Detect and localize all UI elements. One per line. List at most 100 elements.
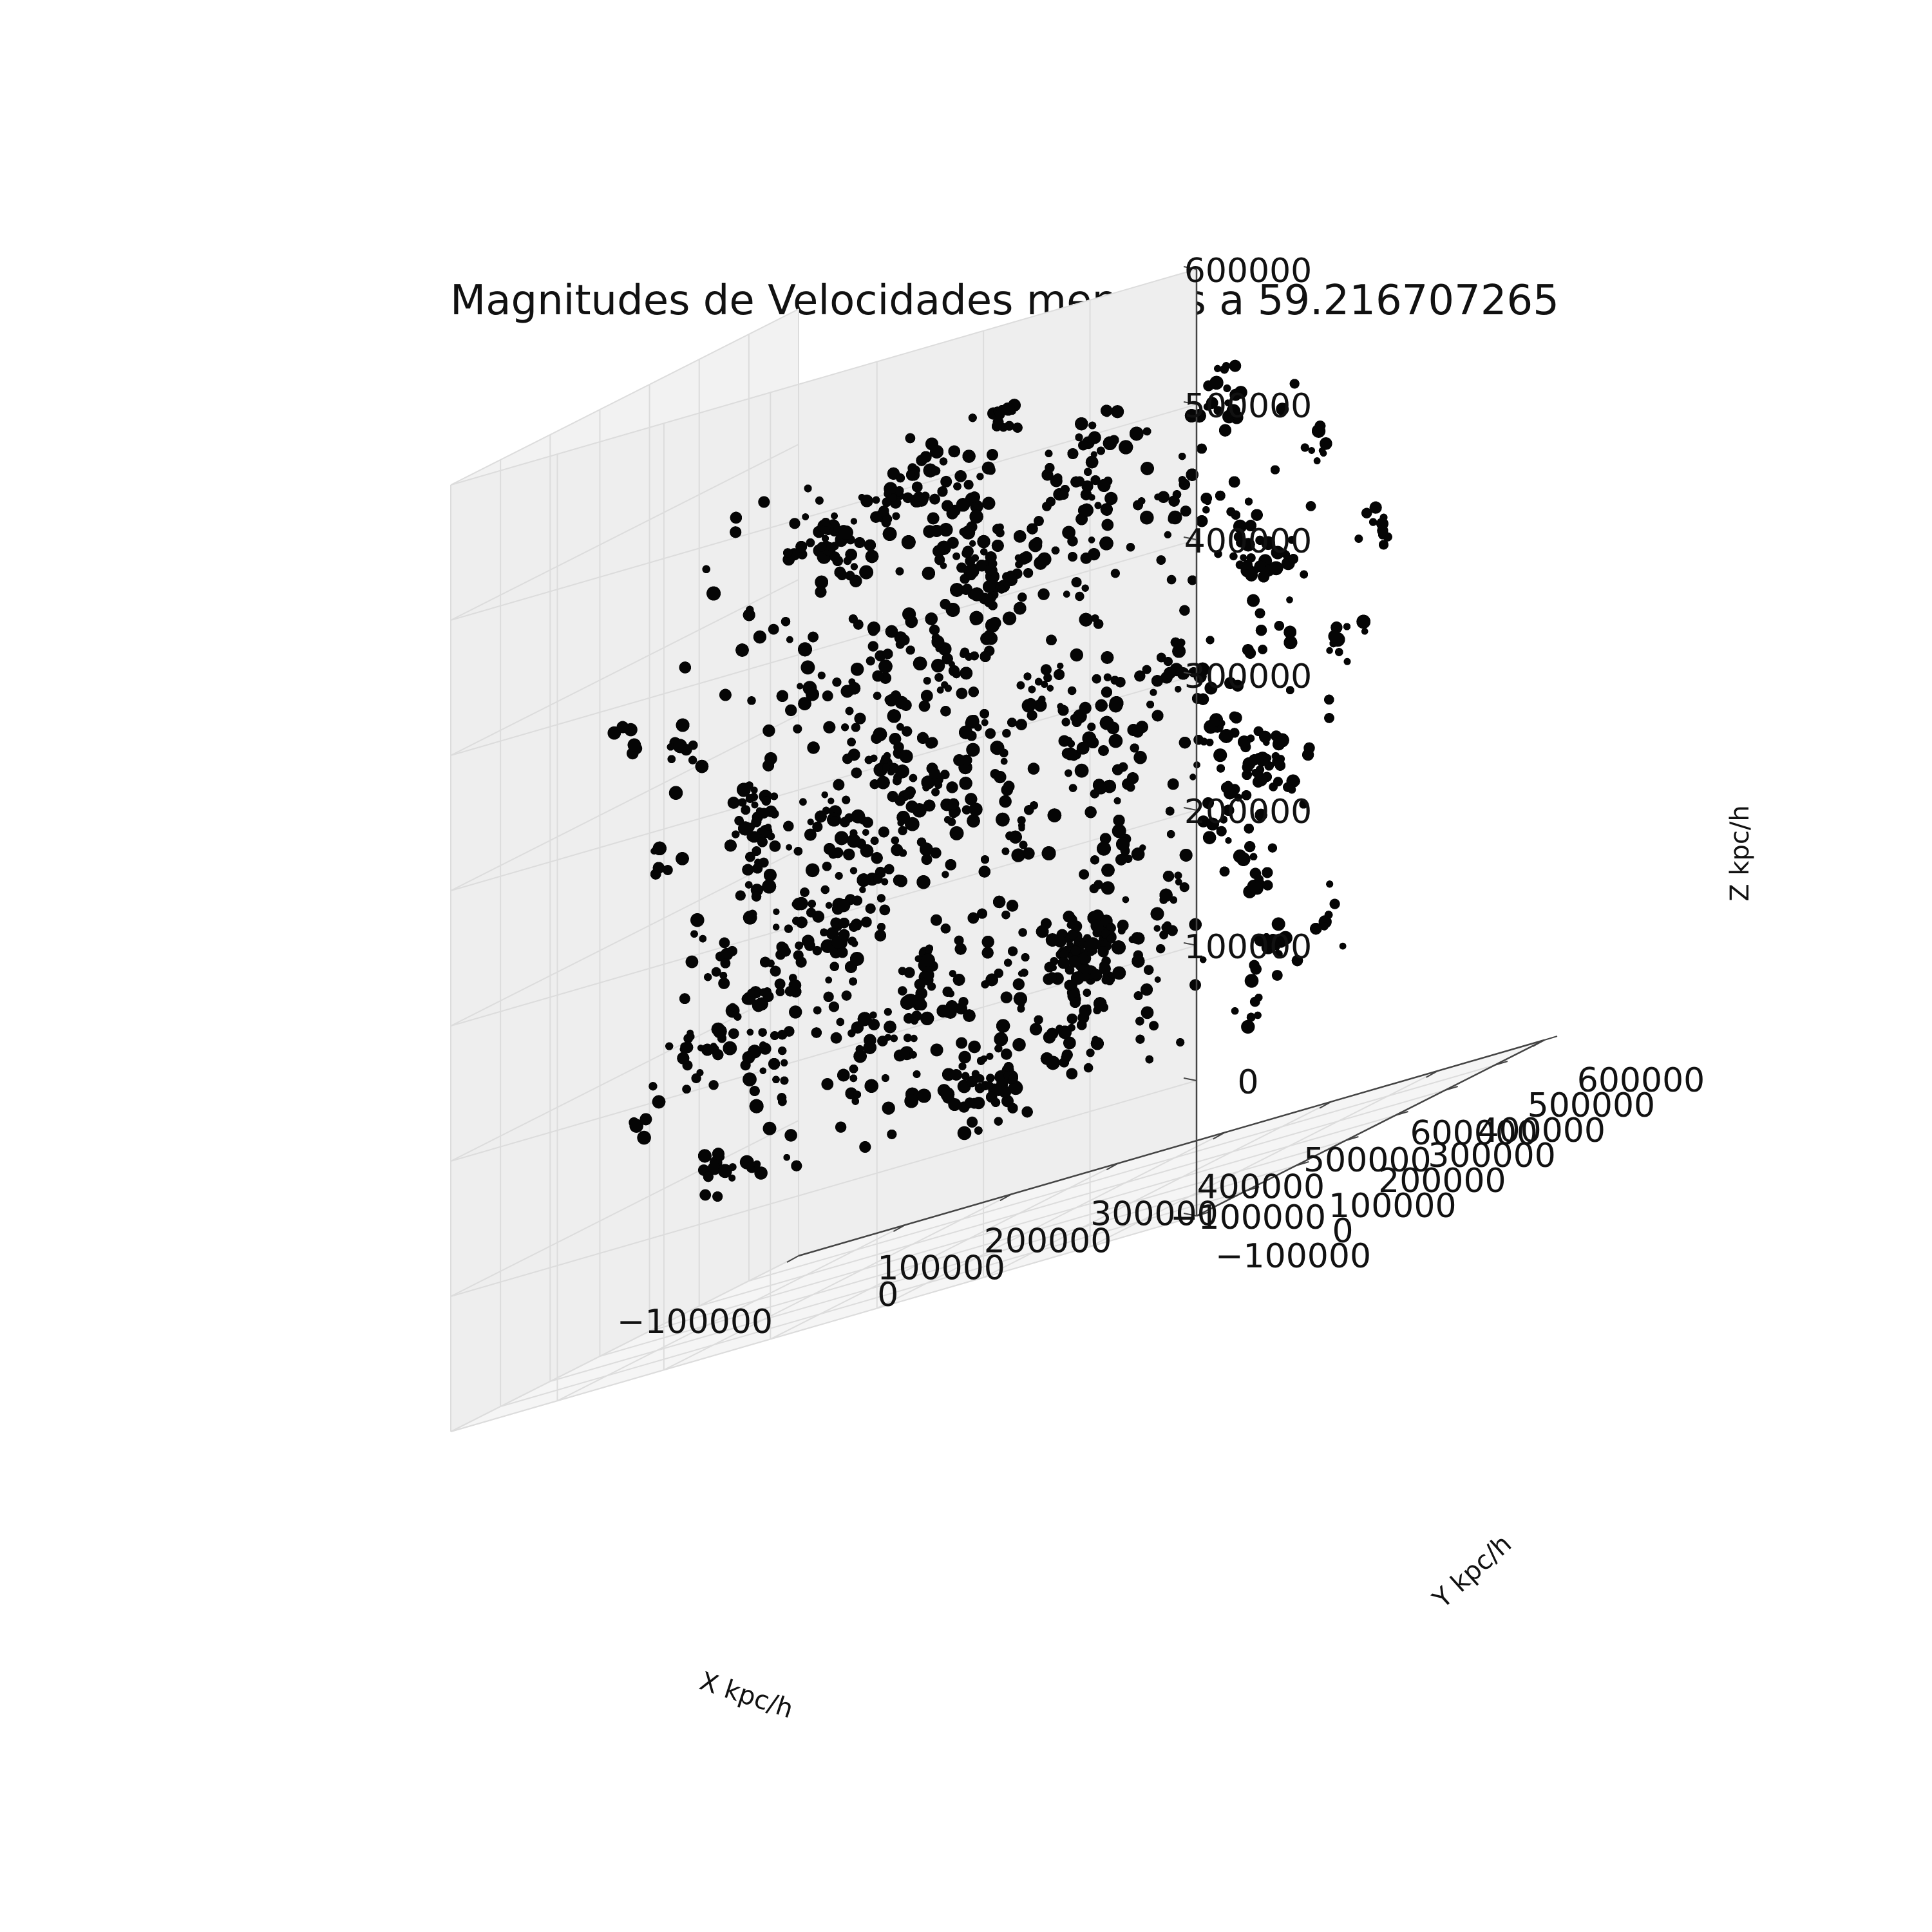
data-point	[943, 816, 952, 824]
data-point	[921, 854, 933, 866]
data-point	[1368, 518, 1378, 526]
data-point	[799, 798, 807, 806]
data-point	[1224, 677, 1236, 690]
data-point	[820, 939, 835, 953]
data-point	[1271, 545, 1285, 560]
data-point	[903, 1034, 913, 1043]
grid-line-left-z	[450, 579, 799, 756]
axes-grid	[450, 269, 1545, 1432]
data-point	[1075, 591, 1084, 601]
data-point	[956, 1037, 968, 1049]
data-point	[817, 671, 826, 679]
data-point	[786, 844, 793, 851]
data-point	[1000, 757, 1008, 765]
data-point	[1079, 869, 1090, 880]
data-point	[804, 828, 817, 841]
data-point	[823, 721, 836, 734]
data-point	[685, 955, 699, 969]
data-point	[1003, 781, 1015, 793]
data-point	[797, 683, 804, 690]
data-point	[1104, 491, 1118, 506]
data-point	[1354, 535, 1363, 543]
data-point	[825, 902, 833, 909]
data-point	[1287, 536, 1296, 544]
data-point	[828, 797, 835, 804]
data-point	[850, 563, 858, 571]
data-point	[1002, 611, 1017, 625]
data-point	[1271, 917, 1285, 931]
data-point	[830, 1032, 842, 1044]
data-point	[751, 801, 759, 809]
grid-line-back-z	[450, 539, 1197, 756]
grid-line-left-z	[450, 444, 799, 621]
grid-line-left-z	[450, 1255, 799, 1432]
data-point	[981, 461, 995, 475]
data-point	[1083, 1063, 1094, 1073]
data-point	[1002, 728, 1011, 738]
data-point	[1234, 793, 1242, 802]
data-point	[1339, 942, 1347, 950]
data-point	[946, 781, 958, 793]
data-point	[637, 1130, 651, 1145]
data-point	[1007, 902, 1014, 909]
data-point	[793, 724, 802, 734]
data-point	[1156, 944, 1166, 954]
data-point	[800, 660, 815, 675]
data-point	[1213, 748, 1227, 762]
data-point	[807, 741, 820, 754]
data-point	[789, 518, 800, 529]
data-point	[1166, 574, 1177, 585]
data-point	[1329, 898, 1340, 909]
data-point	[1274, 950, 1283, 959]
data-point	[1016, 681, 1025, 690]
data-point	[1087, 723, 1096, 732]
grid-line-back-z	[450, 1215, 1197, 1432]
data-point	[762, 1121, 777, 1135]
data-point	[905, 615, 918, 629]
data-point	[769, 840, 781, 852]
data-point	[768, 623, 779, 635]
grid-line-floor-y	[649, 1115, 1396, 1332]
grid-line-floor-x	[983, 1101, 1332, 1278]
data-point	[789, 1005, 802, 1019]
data-point	[1112, 824, 1126, 838]
data-point	[898, 986, 907, 996]
data-point	[879, 904, 891, 916]
data-point	[968, 1040, 981, 1054]
grid-line-left-z	[450, 308, 799, 486]
grid-line-floor-y	[500, 1190, 1247, 1407]
data-point	[930, 914, 942, 926]
data-point	[1086, 1048, 1095, 1057]
data-point	[743, 1072, 757, 1086]
grid-line-floor-y	[550, 1165, 1296, 1382]
data-point	[957, 1126, 972, 1141]
data-point	[1068, 784, 1077, 792]
data-point	[862, 568, 869, 576]
data-point	[1025, 697, 1037, 710]
grid-line-floor-x	[663, 1193, 1012, 1371]
point-cloud	[607, 359, 1392, 1202]
data-point	[728, 1174, 736, 1182]
data-points	[607, 359, 1392, 1202]
data-point	[954, 470, 967, 482]
data-point	[1131, 847, 1145, 861]
data-point	[852, 895, 863, 906]
data-point	[828, 1001, 840, 1012]
data-point	[1271, 970, 1283, 981]
pane-floor	[451, 1040, 1544, 1432]
data-point	[1022, 847, 1035, 860]
data-point	[711, 967, 721, 977]
data-point	[1159, 930, 1168, 940]
data-point	[774, 978, 786, 990]
data-point	[891, 836, 900, 845]
data-point	[1078, 440, 1088, 451]
data-point	[1300, 443, 1309, 452]
data-point	[1141, 1006, 1154, 1019]
data-point	[981, 719, 989, 726]
data-point	[914, 955, 922, 963]
data-point	[881, 1074, 889, 1083]
data-point	[1074, 763, 1089, 778]
grid-line-floor-y	[748, 1065, 1495, 1282]
data-point	[966, 743, 980, 757]
